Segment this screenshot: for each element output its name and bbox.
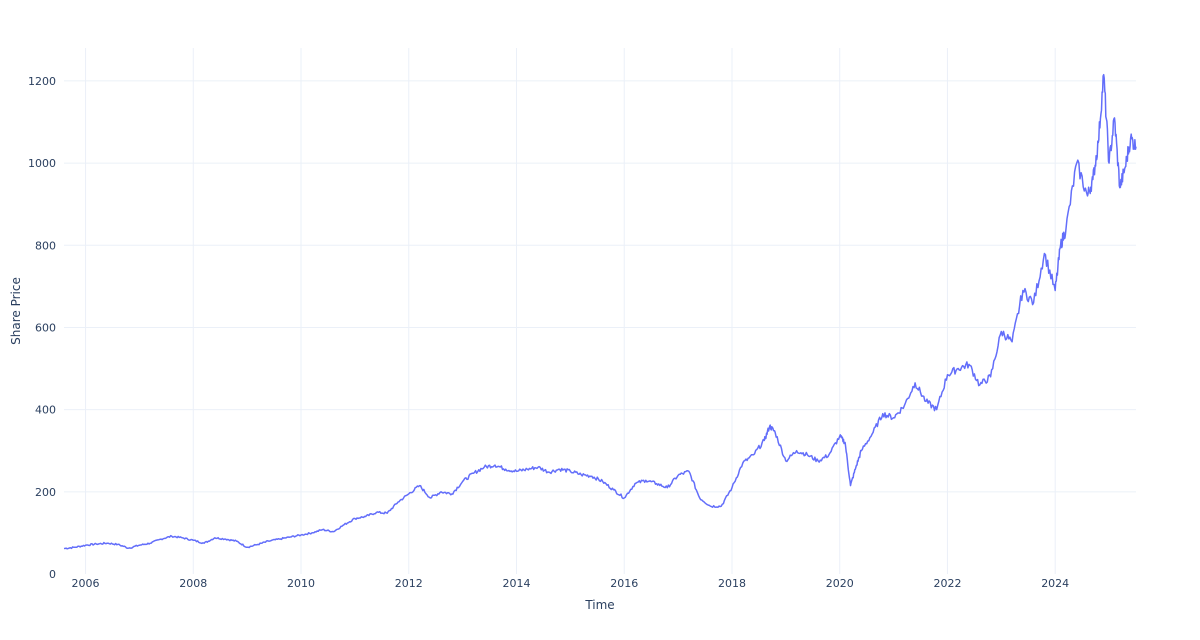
y-tick-label: 0 [49, 568, 56, 581]
y-tick-label: 800 [35, 239, 56, 252]
x-axis-title: Time [584, 598, 614, 612]
x-axis-ticks: 2006 2008 2010 2012 2014 2016 2018 2020 2022 2024 [72, 577, 1070, 590]
plot-background [64, 48, 1136, 574]
y-tick-label: 400 [35, 404, 56, 417]
y-tick-label: 1200 [28, 75, 56, 88]
gridlines [64, 48, 1136, 574]
x-tick-label: 2020 [826, 577, 854, 590]
x-tick-label: 2012 [395, 577, 423, 590]
x-tick-label: 2016 [610, 577, 638, 590]
share-price-line [63, 73, 1137, 550]
y-axis-ticks: 0 200 400 600 800 1000 1200 [28, 75, 56, 581]
x-tick-label: 2022 [933, 577, 961, 590]
x-tick-label: 2018 [718, 577, 746, 590]
y-tick-label: 600 [35, 321, 56, 334]
series-layer [63, 73, 1137, 550]
x-tick-label: 2010 [287, 577, 315, 590]
x-tick-label: 2024 [1041, 577, 1069, 590]
y-tick-label: 200 [35, 486, 56, 499]
y-axis-title: Share Price [9, 277, 23, 345]
x-tick-label: 2014 [503, 577, 531, 590]
x-tick-label: 2006 [72, 577, 100, 590]
x-tick-label: 2008 [179, 577, 207, 590]
y-tick-label: 1000 [28, 157, 56, 170]
